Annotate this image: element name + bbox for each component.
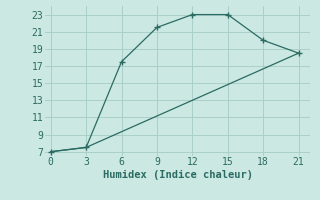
X-axis label: Humidex (Indice chaleur): Humidex (Indice chaleur) <box>103 170 252 180</box>
